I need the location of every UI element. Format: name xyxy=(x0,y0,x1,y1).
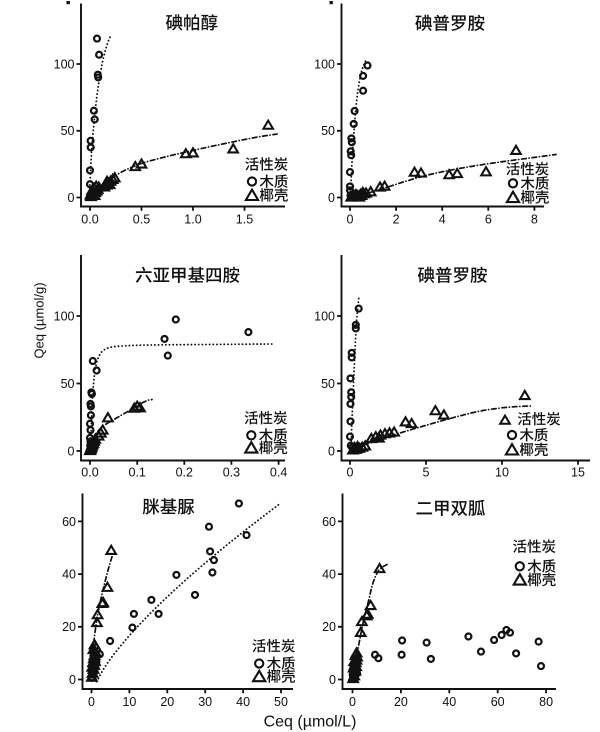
svg-text:20: 20 xyxy=(62,620,76,634)
svg-text:20: 20 xyxy=(322,620,336,634)
svg-text:6: 6 xyxy=(485,213,492,227)
svg-text:50: 50 xyxy=(321,377,335,391)
svg-text:40: 40 xyxy=(442,695,456,709)
svg-text:0: 0 xyxy=(347,466,354,480)
svg-text:0: 0 xyxy=(328,191,335,205)
svg-text:50: 50 xyxy=(274,695,288,709)
svg-text:60: 60 xyxy=(491,695,505,709)
svg-text:10: 10 xyxy=(122,695,136,709)
svg-text:100: 100 xyxy=(314,57,335,71)
svg-text:0.4: 0.4 xyxy=(270,466,287,480)
svg-text:2: 2 xyxy=(393,213,400,227)
svg-text:50: 50 xyxy=(61,377,75,391)
svg-text:0: 0 xyxy=(349,695,356,709)
svg-text:80: 80 xyxy=(539,695,553,709)
svg-text:100: 100 xyxy=(54,309,75,323)
svg-text:0: 0 xyxy=(347,213,354,227)
svg-text:40: 40 xyxy=(236,695,250,709)
svg-text:1.5: 1.5 xyxy=(236,213,253,227)
svg-text:40: 40 xyxy=(62,568,76,582)
svg-text:40: 40 xyxy=(322,568,336,582)
svg-text:100: 100 xyxy=(314,309,335,323)
svg-text:0: 0 xyxy=(329,673,336,687)
svg-text:4: 4 xyxy=(439,213,446,227)
svg-text:100: 100 xyxy=(54,57,75,71)
svg-text:15: 15 xyxy=(571,466,585,480)
svg-text:1.0: 1.0 xyxy=(184,213,201,227)
svg-text:Ceq (µmol/L): Ceq (µmol/L) xyxy=(264,714,357,731)
svg-text:0: 0 xyxy=(88,695,95,709)
svg-text:0: 0 xyxy=(68,444,75,458)
svg-text:20: 20 xyxy=(160,695,174,709)
svg-text:50: 50 xyxy=(321,124,335,138)
svg-text:0.3: 0.3 xyxy=(223,466,240,480)
svg-text:0.1: 0.1 xyxy=(129,466,146,480)
svg-text:8: 8 xyxy=(531,213,538,227)
svg-text:0: 0 xyxy=(68,191,75,205)
svg-text:0.2: 0.2 xyxy=(176,466,193,480)
svg-text:0.5: 0.5 xyxy=(133,213,150,227)
svg-text:0.0: 0.0 xyxy=(81,466,98,480)
svg-text:0: 0 xyxy=(69,673,76,687)
svg-text:30: 30 xyxy=(198,695,212,709)
svg-text:10: 10 xyxy=(495,466,509,480)
svg-text:0.0: 0.0 xyxy=(81,213,98,227)
svg-text:20: 20 xyxy=(394,695,408,709)
svg-text:5: 5 xyxy=(423,466,430,480)
svg-text:60: 60 xyxy=(62,515,76,529)
svg-text:60: 60 xyxy=(322,515,336,529)
svg-text:50: 50 xyxy=(61,124,75,138)
svg-text:0: 0 xyxy=(328,444,335,458)
